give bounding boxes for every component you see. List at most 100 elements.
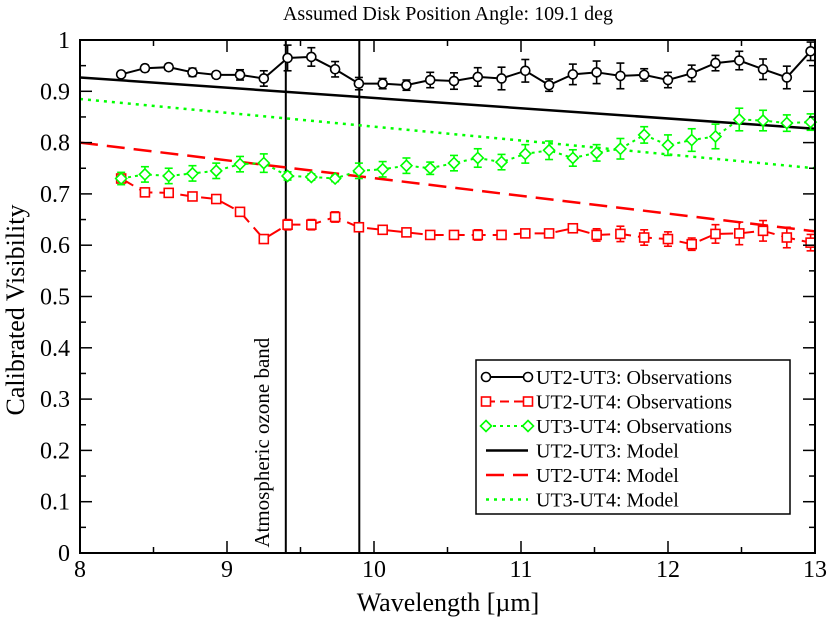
data-point <box>471 151 485 165</box>
data-point <box>187 67 198 78</box>
data-point <box>353 221 365 233</box>
legend-label: UT3-UT4: Model <box>536 490 679 512</box>
data-point <box>377 78 388 89</box>
data-point <box>494 155 509 169</box>
data-point <box>615 228 626 240</box>
data-point <box>185 166 200 181</box>
observation-series-1 <box>115 41 816 93</box>
legend-label: UT3-UT4: Observations <box>536 416 732 438</box>
data-point <box>757 63 769 75</box>
data-point <box>377 224 388 236</box>
data-point <box>258 73 270 84</box>
data-point <box>424 229 436 241</box>
data-point <box>805 45 816 57</box>
x-tick-label: 13 <box>803 557 827 583</box>
legend-marker <box>480 396 492 407</box>
data-point <box>115 69 127 80</box>
legend-label: UT2-UT4: Model <box>536 465 679 487</box>
data-point <box>401 79 412 91</box>
data-point <box>638 69 650 81</box>
data-point <box>756 113 770 128</box>
legend-marker <box>480 371 492 383</box>
x-tick-label: 12 <box>656 557 680 583</box>
data-point <box>780 116 794 130</box>
y-tick-label: 0.8 <box>40 131 70 157</box>
data-point <box>661 138 675 152</box>
ozone-band-annotation: Atmospheric ozone band <box>250 337 274 547</box>
data-point <box>518 147 532 161</box>
data-point <box>304 170 318 184</box>
legend-marker <box>522 371 534 383</box>
data-point <box>543 79 555 91</box>
data-point <box>543 228 555 239</box>
data-point <box>329 211 341 223</box>
legend-box <box>475 359 791 515</box>
data-point <box>710 57 721 69</box>
data-point <box>589 146 604 160</box>
data-point <box>187 191 198 202</box>
data-point <box>163 61 175 73</box>
data-point <box>520 65 531 77</box>
data-point <box>328 171 342 186</box>
data-point <box>567 222 579 234</box>
y-tick-label: 0.2 <box>40 438 70 464</box>
data-point <box>447 156 461 170</box>
data-point <box>210 69 222 81</box>
data-point <box>423 161 437 175</box>
observation-series <box>114 41 818 252</box>
data-point <box>662 233 674 245</box>
data-point <box>424 74 436 86</box>
ozone-band-lines <box>284 40 361 553</box>
data-point <box>139 187 151 198</box>
data-point <box>567 69 579 80</box>
y-tick-label: 0 <box>58 541 70 567</box>
data-point <box>708 129 723 144</box>
data-point <box>233 157 247 171</box>
data-point <box>258 233 270 245</box>
data-point <box>733 55 745 66</box>
data-point <box>757 225 769 237</box>
x-tick-label: 8 <box>74 557 86 583</box>
data-point <box>401 227 412 238</box>
data-point <box>591 229 602 241</box>
data-point <box>353 78 365 89</box>
data-point <box>448 75 460 87</box>
data-point <box>472 229 484 241</box>
data-point <box>329 63 341 75</box>
legend-marker <box>521 419 535 433</box>
data-point <box>280 169 295 183</box>
data-point <box>399 159 414 173</box>
y-tick-label: 0.7 <box>40 182 70 208</box>
data-point <box>114 171 128 186</box>
legend-marker <box>479 419 493 433</box>
axis-ticks: 8 9 10 11 12 13 0 0.1 0.2 0.3 0.4 0.5 0.6 0.7 0.8 0.9 1 <box>40 28 827 583</box>
data-point <box>686 238 698 250</box>
legend-marker <box>522 396 534 407</box>
data-point <box>615 70 626 82</box>
data-point <box>733 228 745 239</box>
data-point <box>376 162 390 176</box>
legend-label: UT2-UT4: Observations <box>536 392 732 414</box>
data-point <box>686 68 698 79</box>
data-point <box>306 51 317 63</box>
data-point <box>591 67 602 78</box>
data-point <box>685 133 699 147</box>
data-point <box>566 151 580 165</box>
data-point <box>662 74 674 86</box>
x-tick-label: 9 <box>221 557 233 583</box>
data-point <box>234 206 246 218</box>
model-lines <box>79 76 816 233</box>
data-point <box>138 167 152 182</box>
data-point <box>163 187 175 199</box>
y-tick-label: 1 <box>58 28 70 54</box>
y-tick-label: 0.6 <box>40 233 70 259</box>
model-line <box>79 76 816 130</box>
data-point <box>496 73 507 84</box>
legend: UT2-UT3: Observations UT2-UT4: Observatio… <box>475 359 791 515</box>
data-point <box>282 219 293 230</box>
model-line <box>79 141 816 233</box>
y-tick-label: 0.1 <box>40 490 70 516</box>
data-point <box>781 72 793 83</box>
data-point <box>234 69 246 81</box>
